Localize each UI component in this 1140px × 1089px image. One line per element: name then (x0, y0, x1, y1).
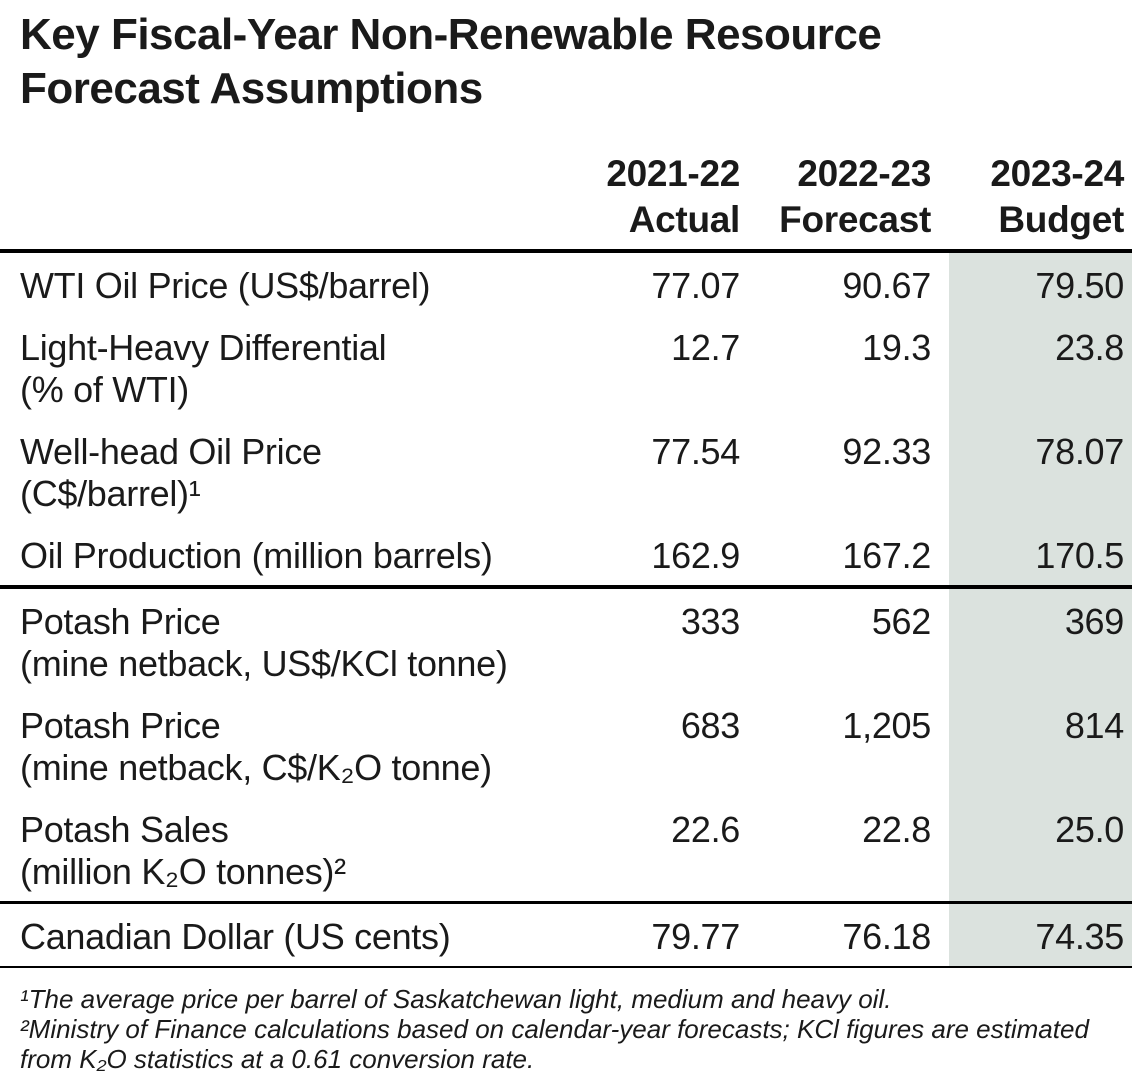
cell-value: 79.77 (580, 902, 740, 969)
column-header-year: 2022-23 (797, 153, 931, 195)
table-row-potash-sales: Potash Sales (million K₂O tonnes)² 22.6 … (0, 797, 1132, 905)
cell-value: 19.3 (862, 327, 931, 369)
column-header-type: Budget (998, 199, 1124, 241)
table-row-wti-oil-price: WTI Oil Price (US$/barrel) 77.07 90.67 7… (0, 251, 1132, 316)
cell-value: 167.2 (740, 523, 949, 590)
cell-value: 22.8 (740, 797, 949, 905)
column-header-year: 2021-22 (606, 153, 740, 195)
cell-value: 333 (680, 601, 740, 643)
row-label-line1: Potash Price (20, 705, 221, 747)
cell-value: 90.67 (842, 265, 931, 307)
row-label: WTI Oil Price (US$/barrel) (0, 251, 580, 315)
cell-value: 369 (949, 587, 1132, 694)
cell-value: 170.5 (949, 523, 1132, 590)
header-spacer-cell (0, 151, 580, 251)
table-row-potash-price-cad: Potash Price (mine netback, C$/K₂O tonne… (0, 693, 1132, 798)
column-header-2022-23-forecast: 2022-23 Forecast (740, 151, 949, 251)
row-label-line1: Oil Production (million barrels) (20, 535, 493, 577)
row-label-line2: (mine netback, C$/K₂O tonne) (20, 747, 492, 789)
footnote-1: ¹The average price per barrel of Saskatc… (20, 984, 892, 1015)
cell-value: 814 (949, 693, 1132, 798)
table-row-light-heavy-differential: Light-Heavy Differential (% of WTI) 12.7… (0, 315, 1132, 420)
cell-value: 23.8 (949, 315, 1132, 420)
row-label-line2: (C$/barrel)¹ (20, 473, 201, 515)
table-row-oil-production: Oil Production (million barrels) 162.9 1… (0, 523, 1132, 590)
cell-value: 12.7 (671, 327, 740, 369)
row-label: Potash Price (mine netback, US$/KCl tonn… (0, 587, 580, 693)
footnotes: ¹The average price per barrel of Saskatc… (20, 984, 1126, 1074)
row-label-line1: WTI Oil Price (US$/barrel) (20, 265, 431, 307)
row-label-line2: (% of WTI) (20, 369, 189, 411)
row-label-line2: (mine netback, US$/KCl tonne) (20, 643, 508, 685)
column-header-type: Forecast (779, 199, 931, 241)
row-label-line1: Canadian Dollar (US cents) (20, 916, 451, 958)
row-label: Light-Heavy Differential (% of WTI) (0, 315, 580, 419)
forecast-assumptions-table: 2021-22 Actual 2022-23 Forecast 2023-24 … (0, 151, 1132, 969)
cell-value: 1,205 (842, 705, 931, 747)
row-label-line1: Potash Price (20, 601, 221, 643)
column-header-2023-24-budget: 2023-24 Budget (949, 151, 1132, 251)
column-header-year: 2023-24 (990, 153, 1124, 195)
cell-value: 74.35 (949, 902, 1132, 969)
row-label: Well-head Oil Price (C$/barrel)¹ (0, 419, 580, 523)
row-label-line1: Well-head Oil Price (20, 431, 322, 473)
row-label-line1: Potash Sales (20, 809, 229, 851)
row-label: Potash Sales (million K₂O tonnes)² (0, 797, 580, 905)
cell-value: 79.50 (949, 251, 1132, 316)
cell-value: 76.18 (740, 902, 949, 969)
cell-value: 77.07 (651, 265, 740, 307)
page-title: Key Fiscal-Year Non-Renewable Resource F… (20, 10, 882, 113)
cell-value: 162.9 (580, 523, 740, 590)
row-label-line1: Light-Heavy Differential (20, 327, 387, 369)
cell-value: 25.0 (949, 797, 1132, 905)
row-label: Potash Price (mine netback, C$/K₂O tonne… (0, 693, 580, 797)
column-header-type: Actual (628, 199, 741, 241)
table-header-row: 2021-22 Actual 2022-23 Forecast 2023-24 … (0, 151, 1132, 252)
table-row-potash-price-us: Potash Price (mine netback, US$/KCl tonn… (0, 587, 1132, 694)
cell-value: 683 (680, 705, 740, 747)
column-header-2021-22-actual: 2021-22 Actual (580, 151, 740, 251)
cell-value: 92.33 (842, 431, 931, 473)
table-row-well-head-oil-price: Well-head Oil Price (C$/barrel)¹ 77.54 9… (0, 419, 1132, 524)
footnote-2: ²Ministry of Finance calculations based … (20, 1014, 1089, 1075)
cell-value: 77.54 (651, 431, 740, 473)
cell-value: 22.6 (580, 797, 740, 905)
row-label: Canadian Dollar (US cents) (0, 902, 580, 969)
cell-value: 78.07 (949, 419, 1132, 524)
row-label-line2: (million K₂O tonnes)² (20, 851, 346, 893)
table-row-canadian-dollar: Canadian Dollar (US cents) 79.77 76.18 7… (0, 902, 1132, 969)
row-label: Oil Production (million barrels) (0, 523, 580, 590)
cell-value: 562 (871, 601, 931, 643)
